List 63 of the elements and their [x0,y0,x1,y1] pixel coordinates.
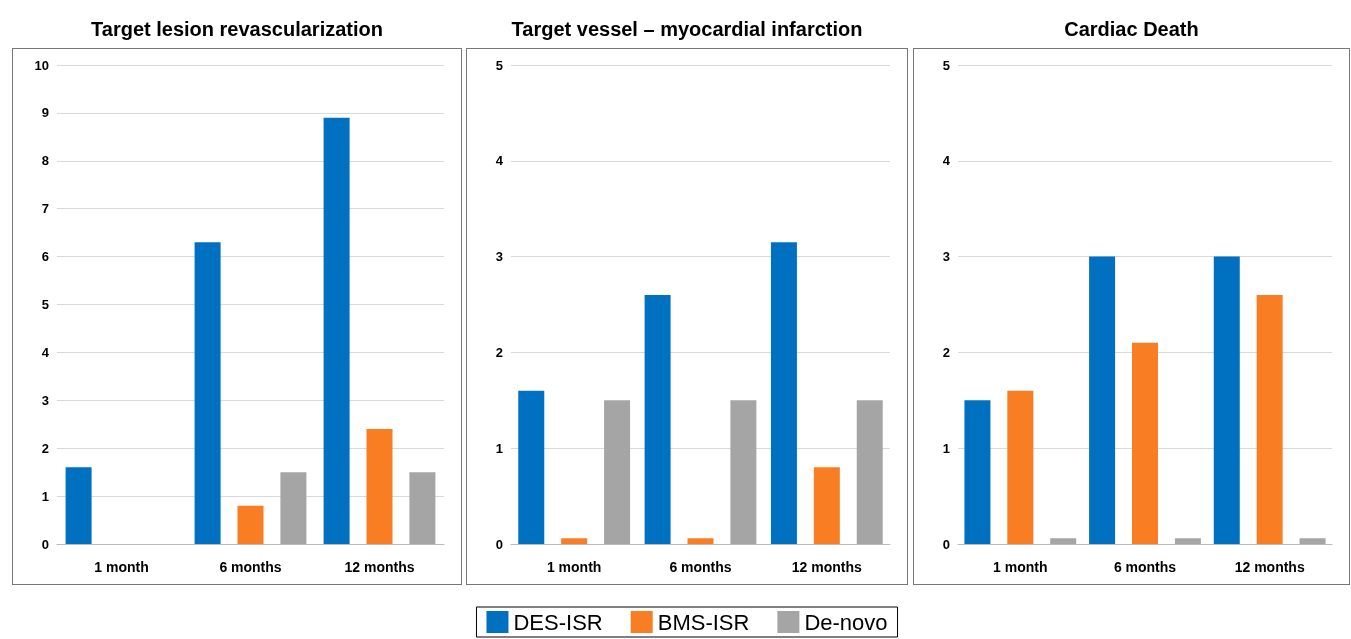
y-tick-label: 4 [942,153,951,169]
chart-title: Target vessel – myocardial infarction [511,18,863,40]
y-tick-label: 2 [942,344,950,360]
x-tick-label: 6 months [1113,559,1177,575]
chart-title: Cardiac Death [1064,18,1199,40]
bar [1132,342,1158,544]
y-tick-label: 0 [495,536,503,552]
bar [323,117,350,544]
bar [518,390,545,544]
chart-title: Target lesion revascularization [91,18,383,40]
y-tick-label: 4 [41,344,50,360]
bar [604,400,631,544]
y-tick-label: 2 [41,440,49,456]
legend-label: DES-ISR [513,609,603,635]
bar [813,467,840,544]
y-tick-label: 7 [41,201,49,217]
legend-label: BMS-ISR [657,609,750,635]
y-tick-label: 10 [34,57,49,73]
y-tick-label: 3 [41,392,49,408]
bar [194,242,221,544]
y-tick-label: 1 [495,440,503,456]
y-tick-label: 0 [41,536,49,552]
bar [366,429,393,544]
y-tick-label: 5 [942,57,950,73]
bar [65,467,92,544]
bar [409,472,436,544]
y-tick-label: 6 [41,249,49,265]
x-tick-label: 1 month [94,559,149,575]
y-tick-label: 1 [41,488,49,504]
y-tick-label: 5 [495,57,503,73]
bar [856,400,883,544]
legend-label: De-novo [804,609,888,635]
bar [687,538,714,544]
x-tick-label: 1 month [993,559,1048,575]
y-tick-label: 4 [495,153,504,169]
x-tick-label: 6 months [669,559,732,575]
bar [1174,538,1201,544]
bar [1050,538,1077,544]
x-tick-label: 6 months [219,559,282,575]
bar [237,505,264,544]
bar [1007,390,1034,544]
bar [770,242,797,544]
x-tick-label: 12 months [1234,559,1305,575]
bar [730,400,757,544]
bar [1089,256,1116,544]
y-tick-label: 2 [495,344,503,360]
x-tick-label: 12 months [344,559,415,575]
bar [644,294,671,544]
y-tick-label: 3 [942,249,950,265]
x-tick-label: 12 months [791,559,863,575]
bar [1213,256,1240,544]
y-tick-label: 3 [495,249,503,265]
y-tick-label: 9 [41,105,49,121]
y-tick-label: 1 [942,440,950,456]
x-tick-label: 1 month [546,559,602,575]
bar [280,472,307,544]
y-tick-label: 0 [942,536,950,552]
y-tick-label: 5 [41,297,49,312]
y-tick-label: 8 [41,153,49,169]
bar [964,400,991,544]
bar [1299,538,1326,544]
bar [1256,294,1283,544]
bar [561,538,588,544]
